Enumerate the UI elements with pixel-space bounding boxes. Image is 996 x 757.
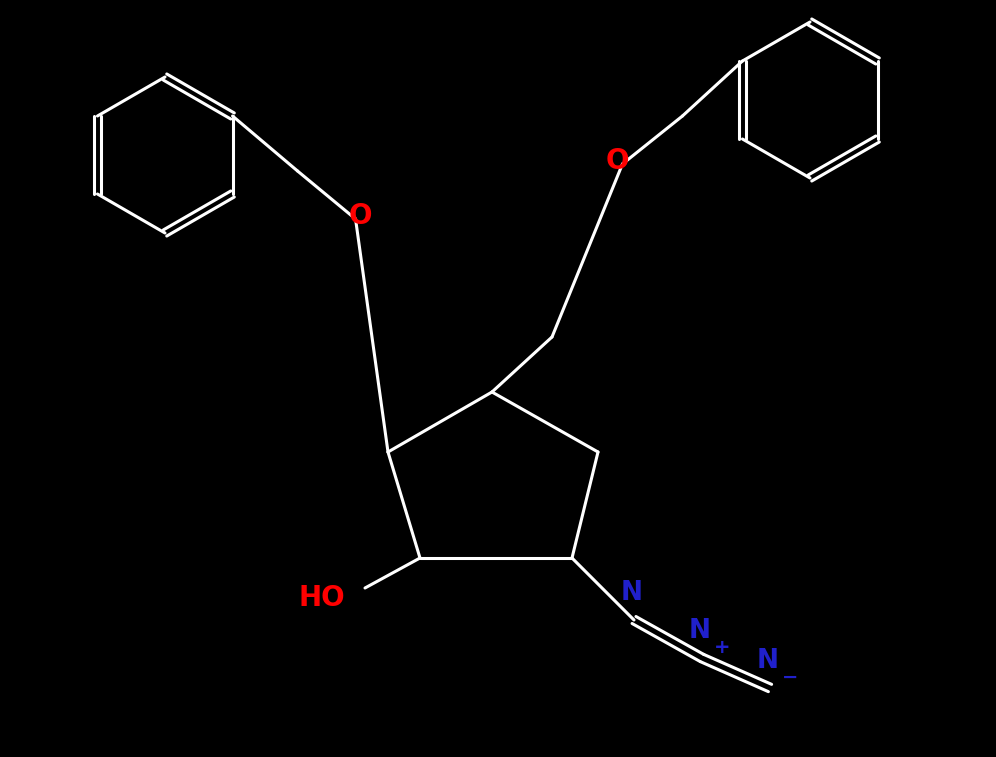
Text: HO: HO [299,584,345,612]
Text: N: N [621,580,643,606]
Text: −: − [782,668,799,687]
Text: O: O [349,202,373,230]
Text: O: O [606,147,629,175]
Text: +: + [714,638,730,657]
Text: N: N [757,648,779,674]
Text: N: N [689,618,711,644]
